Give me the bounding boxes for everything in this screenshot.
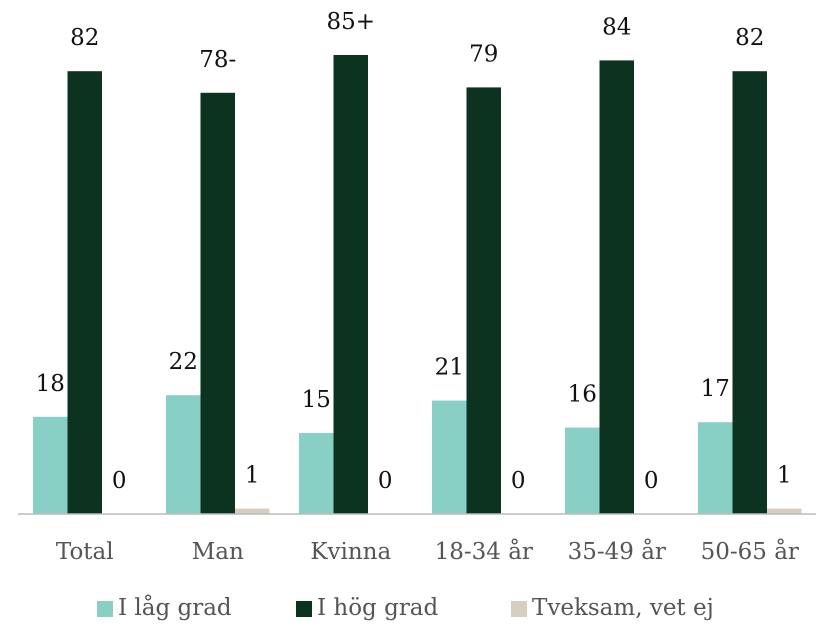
x-tick-label: 35-49 år (568, 538, 666, 565)
bar (235, 508, 270, 514)
legend-swatch (97, 601, 113, 617)
bar (698, 422, 733, 514)
legend-label: Tveksam, vet ej (532, 595, 714, 621)
bar (767, 508, 802, 514)
value-label: 18 (36, 371, 65, 397)
value-label: 17 (701, 376, 730, 402)
bar (432, 400, 467, 514)
bar (299, 433, 334, 514)
legend-swatch (511, 601, 527, 617)
x-tick-label: Man (192, 539, 244, 565)
value-label: 0 (644, 468, 659, 494)
value-label: 16 (568, 382, 597, 408)
bar (166, 395, 201, 514)
value-label: 0 (112, 468, 127, 494)
value-label: 22 (169, 349, 198, 375)
x-tick-label: 18-34 år (435, 538, 533, 565)
value-label: 1 (245, 463, 260, 489)
bar (599, 60, 634, 515)
legend-label: I hög grad (317, 595, 439, 621)
bar (33, 416, 68, 514)
bar (333, 55, 368, 514)
value-label: 84 (602, 14, 631, 40)
bar (200, 92, 235, 515)
legend-label: I låg grad (118, 594, 232, 621)
value-label: 78- (199, 47, 236, 73)
value-label: 82 (70, 25, 99, 51)
value-label: 21 (435, 355, 464, 381)
value-label: 79 (469, 41, 498, 67)
bar (466, 87, 501, 515)
value-label: 0 (511, 468, 526, 494)
bar (565, 427, 600, 514)
bar (67, 71, 102, 514)
value-label: 15 (302, 387, 331, 413)
bar (732, 71, 767, 514)
value-label: 0 (378, 468, 393, 494)
x-tick-label: 50-65 år (701, 538, 799, 565)
x-tick-label: Total (56, 539, 114, 565)
value-label: 82 (735, 25, 764, 51)
value-label: 1 (777, 463, 792, 489)
x-tick-label: Kvinna (310, 539, 391, 565)
value-label: 85+ (326, 9, 375, 35)
legend-swatch (296, 601, 312, 617)
